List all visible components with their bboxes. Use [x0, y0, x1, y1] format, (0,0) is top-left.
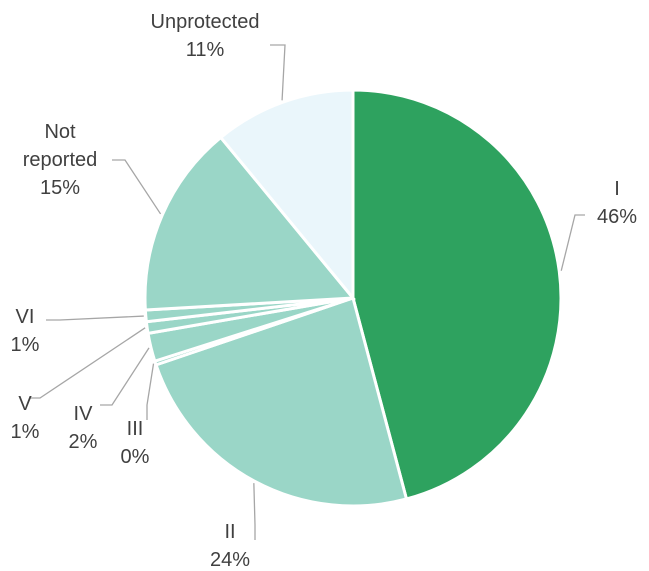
leader-line-v [30, 327, 146, 399]
pie-slices [143, 88, 563, 508]
pie-slice-i [351, 88, 563, 501]
label-iv-name: IV [74, 403, 94, 425]
label-i-name: I [614, 178, 620, 200]
leader-lines [30, 44, 585, 540]
leader-line-iv [100, 347, 150, 406]
label-unprotected-name: Unprotected [151, 11, 260, 33]
pie-slice-ii [154, 296, 409, 508]
leader-line-iii [146, 363, 155, 420]
label-v-name: V [18, 393, 32, 415]
label-iii-pct: 0% [121, 446, 150, 468]
label-not-reported-pct: 15% [40, 177, 80, 199]
label-v-pct: 1% [11, 421, 40, 443]
leader-line-vi [46, 315, 144, 321]
leader-line-not-reported [112, 159, 162, 215]
label-vi-name: VI [16, 306, 35, 328]
leader-line-unprotected [270, 44, 286, 101]
leader-line-ii [253, 483, 256, 540]
leader-line-i [560, 214, 585, 271]
label-ii-pct: 24% [210, 549, 250, 571]
label-ii-name: II [224, 521, 235, 543]
slice-labels: I 46% II 24% III 0% IV 2% V 1% VI 1% Not… [11, 11, 638, 571]
label-i-pct: 46% [597, 206, 637, 228]
label-iii-name: III [127, 418, 144, 440]
pie-slice-not-reported [143, 135, 357, 312]
label-unprotected-pct: 11% [186, 39, 225, 61]
label-iv-pct: 2% [69, 431, 98, 453]
label-vi-pct: 1% [11, 334, 40, 356]
label-not-reported-line1: Not [44, 121, 76, 143]
label-not-reported-line2: reported [23, 149, 98, 171]
pie-slice-unprotected [218, 88, 355, 303]
